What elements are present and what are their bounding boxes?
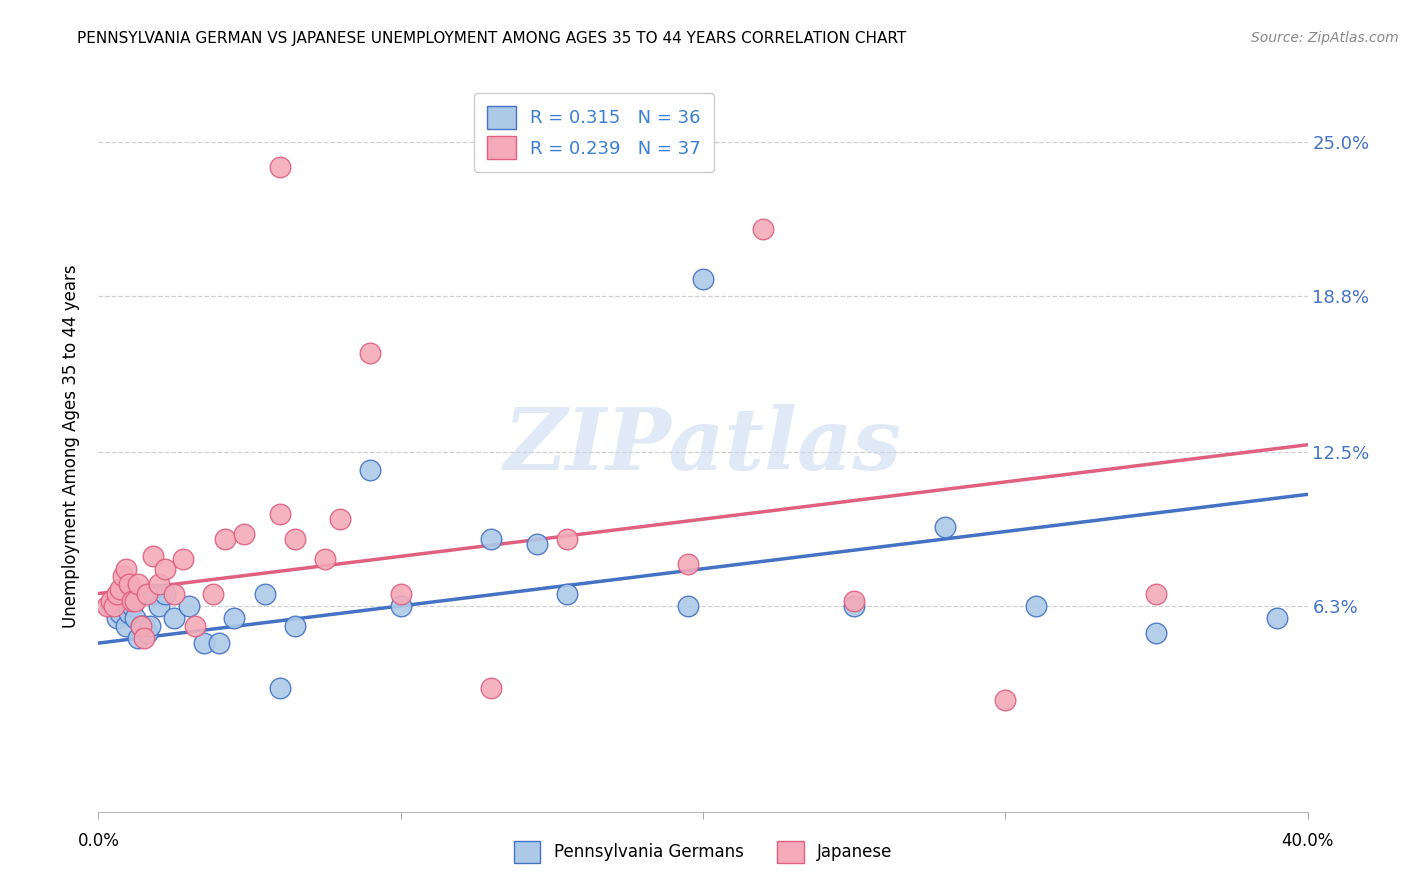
Text: ZIPatlas: ZIPatlas	[503, 404, 903, 488]
Point	[389, 586, 412, 600]
Point	[135, 626, 157, 640]
Point	[934, 519, 956, 533]
Point	[142, 549, 165, 564]
Point	[139, 619, 162, 633]
Point	[105, 611, 128, 625]
Point	[103, 599, 125, 613]
Point	[114, 619, 136, 633]
Point	[844, 594, 866, 608]
Point	[111, 569, 134, 583]
Point	[208, 636, 231, 650]
Point	[105, 586, 128, 600]
Point	[269, 507, 291, 521]
Point	[224, 611, 246, 625]
Y-axis label: Unemployment Among Ages 35 to 44 years: Unemployment Among Ages 35 to 44 years	[62, 264, 80, 628]
Point	[111, 594, 134, 608]
Point	[118, 607, 141, 621]
Point	[526, 537, 548, 551]
Point	[284, 532, 307, 546]
Point	[232, 527, 254, 541]
Point	[389, 599, 412, 613]
Point	[360, 346, 382, 360]
Point	[132, 619, 155, 633]
Point	[844, 599, 866, 613]
Point	[179, 599, 201, 613]
Point	[108, 582, 131, 596]
Point	[555, 586, 578, 600]
Point	[127, 576, 149, 591]
Point	[142, 586, 165, 600]
Point	[100, 599, 122, 613]
Point	[555, 532, 578, 546]
Point	[329, 512, 352, 526]
Point	[676, 599, 699, 613]
Point	[481, 681, 503, 695]
Point	[269, 160, 291, 174]
Point	[269, 681, 291, 695]
Point	[692, 271, 714, 285]
Point	[163, 611, 186, 625]
Legend: Pennsylvania Germans, Japanese: Pennsylvania Germans, Japanese	[508, 835, 898, 869]
Point	[1267, 611, 1289, 625]
Point	[96, 599, 118, 613]
Point	[1024, 599, 1046, 613]
Point	[481, 532, 503, 546]
Point	[148, 599, 170, 613]
Point	[118, 576, 141, 591]
Point	[752, 222, 775, 236]
Point	[132, 631, 155, 645]
Point	[129, 619, 152, 633]
Point	[1144, 626, 1167, 640]
Text: PENNSYLVANIA GERMAN VS JAPANESE UNEMPLOYMENT AMONG AGES 35 TO 44 YEARS CORRELATI: PENNSYLVANIA GERMAN VS JAPANESE UNEMPLOY…	[77, 31, 907, 46]
Point	[124, 611, 146, 625]
Point	[184, 619, 207, 633]
Text: 0.0%: 0.0%	[77, 831, 120, 849]
Point	[121, 599, 143, 613]
Point	[121, 594, 143, 608]
Point	[360, 462, 382, 476]
Point	[153, 562, 176, 576]
Point	[994, 693, 1017, 707]
Point	[114, 562, 136, 576]
Point	[1144, 586, 1167, 600]
Point	[129, 619, 152, 633]
Text: 40.0%: 40.0%	[1281, 831, 1334, 849]
Point	[153, 586, 176, 600]
Point	[100, 594, 122, 608]
Point	[314, 551, 336, 566]
Point	[172, 551, 194, 566]
Point	[108, 607, 131, 621]
Point	[193, 636, 215, 650]
Point	[253, 586, 276, 600]
Point	[163, 586, 186, 600]
Text: Source: ZipAtlas.com: Source: ZipAtlas.com	[1251, 31, 1399, 45]
Point	[127, 631, 149, 645]
Point	[148, 576, 170, 591]
Point	[202, 586, 225, 600]
Point	[124, 594, 146, 608]
Point	[214, 532, 236, 546]
Point	[676, 557, 699, 571]
Point	[135, 586, 157, 600]
Point	[284, 619, 307, 633]
